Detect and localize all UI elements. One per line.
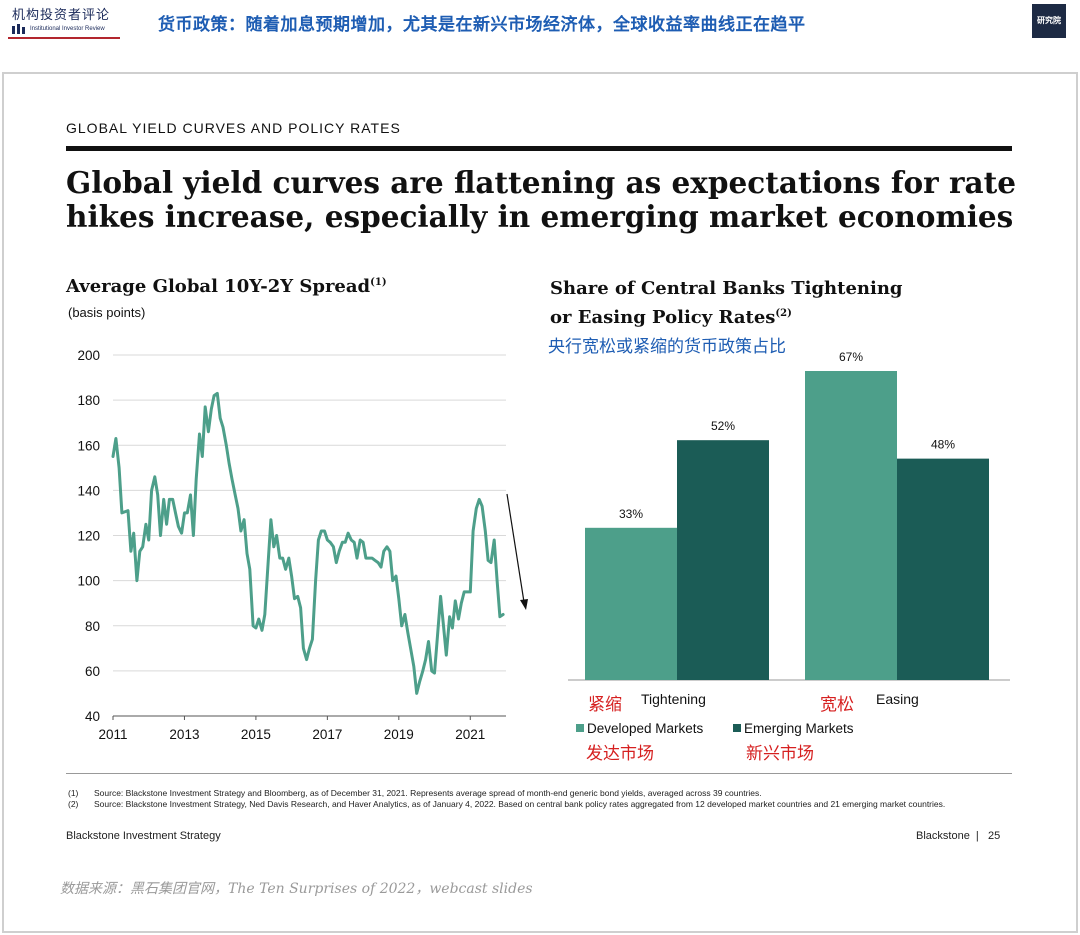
y-tick-label-40: 40 [85, 709, 100, 724]
bar-value-label-tightening-developed-markets: 33% [619, 507, 643, 521]
corner-logo-text: 研究院 [1037, 16, 1061, 25]
legend-emerging-markets: Emerging Markets [733, 721, 854, 739]
x-tick-label-2011: 2011 [98, 727, 127, 742]
footnote-1-text: Source: Blackstone Investment Strategy a… [94, 788, 762, 798]
trend-arrow-head [520, 599, 528, 610]
x-tick-label-2021: 2021 [455, 727, 485, 742]
bar-chart-title-line-1: Share of Central Banks Tightening [550, 278, 903, 299]
y-tick-label-100: 100 [77, 574, 100, 589]
footnote-rule [66, 773, 1012, 774]
section-rule [66, 146, 1012, 151]
emerging-markets-chinese-label: 新兴市场 [746, 744, 814, 764]
section-label: GLOBAL YIELD CURVES AND POLICY RATES [66, 120, 401, 136]
y-tick-label-160: 160 [77, 438, 100, 453]
logo-chinese-text: 机构投资者评论 [12, 8, 111, 23]
chinese-headline: 货币政策：随着加息预期增加，尤其是在新兴市场经济体，全球收益率曲线正在趋平 [158, 15, 806, 35]
easing-chinese-label: 宽松 [820, 695, 854, 715]
footer-right: Blackstone | 25 [916, 830, 1001, 842]
footnote-1: (1) Source: Blackstone Investment Strate… [68, 788, 1018, 799]
bar-value-label-easing-emerging-markets: 48% [931, 438, 955, 452]
line-chart-series [111, 391, 505, 695]
bar-tightening-developed-markets [585, 527, 677, 680]
legend-developed-label: Developed Markets [587, 721, 704, 736]
slide-title-line-1: Global yield curves are flattening as ex… [66, 165, 1017, 200]
logo-mark-icon [12, 24, 25, 34]
legend-emerging-label: Emerging Markets [744, 721, 854, 736]
line-chart-title: Average Global 10Y-2Y Spread(1) [66, 276, 387, 297]
data-source-note: 数据来源：黑石集团官网，The Ten Surprises of 2022，we… [60, 881, 533, 897]
y-tick-label-80: 80 [85, 619, 100, 634]
line-chart-title-text: Average Global 10Y-2Y Spread [66, 276, 371, 297]
y-tick-label-140: 140 [77, 483, 100, 498]
top-header: 机构投资者评论 Institutional Investor Review 货币… [0, 0, 1080, 44]
footnote-2-number: (2) [68, 799, 79, 809]
bar-chart-bars: 33% 52% 67% 48% [568, 350, 1010, 681]
logo-underline [8, 37, 120, 39]
bar-chart-title-note: (2) [775, 308, 792, 319]
slide-title-line-2: hikes increase, especially in emerging m… [66, 199, 1014, 234]
research-institute-logo: 研究院 [1032, 4, 1066, 38]
trend-arrow-shaft [506, 493, 525, 603]
slide-title: Global yield curves are flattening as ex… [66, 166, 1026, 234]
spread-series-line [111, 391, 505, 695]
x-tick-label-2013: 2013 [169, 727, 199, 742]
tightening-category-label: Tightening [641, 691, 706, 707]
developed-markets-chinese-label: 发达市场 [586, 744, 654, 764]
line-chart-title-note: (1) [370, 277, 387, 288]
bar-easing-developed-markets [805, 371, 897, 680]
tightening-chinese-label: 紧缩 [588, 695, 622, 715]
footer-left: Blackstone Investment Strategy [66, 830, 221, 842]
x-tick-label-2019: 2019 [384, 727, 414, 742]
y-tick-label-200: 200 [77, 348, 100, 363]
y-tick-label-180: 180 [77, 393, 100, 408]
x-tick-label-2017: 2017 [312, 727, 342, 742]
trend-arrow [506, 493, 528, 610]
bar-chart-chinese-title: 央行宽松或紧缩的货币政策占比 [548, 337, 786, 357]
institutional-investor-logo: 机构投资者评论 Institutional Investor Review [8, 2, 120, 42]
footnote-2-text: Source: Blackstone Investment Strategy, … [94, 799, 946, 809]
footnote-1-number: (1) [68, 788, 79, 798]
legend-developed-markets: Developed Markets [576, 721, 703, 739]
x-tick-label-2015: 2015 [241, 727, 271, 742]
bar-tightening-emerging-markets [677, 440, 769, 680]
footnotes: (1) Source: Blackstone Investment Strate… [68, 788, 1018, 810]
y-tick-label-120: 120 [77, 529, 100, 544]
easing-category-label: Easing [876, 691, 919, 707]
legend-swatch-emerging [733, 724, 741, 732]
legend-swatch-developed [576, 724, 584, 732]
bar-value-label-tightening-emerging-markets: 52% [711, 419, 735, 433]
bar-chart-title-line-2: or Easing Policy Rates(2) [550, 301, 903, 330]
logo-english-text: Institutional Investor Review [30, 26, 105, 32]
line-chart-tick-labels: 40 60 80 100 120 140 160 180 200 2011 2013 2015 2017… [77, 348, 485, 742]
bar-easing-emerging-markets [897, 458, 989, 680]
line-chart-unit: (basis points) [68, 305, 146, 320]
y-tick-label-60: 60 [85, 664, 100, 679]
bar-chart-title-line-2-text: or Easing Policy Rates [550, 307, 776, 328]
line-chart-gridlines [112, 354, 506, 720]
bar-value-label-easing-developed-markets: 67% [839, 350, 863, 364]
footnote-2: (2) Source: Blackstone Investment Strate… [68, 799, 1018, 810]
bar-chart-title: Share of Central Banks Tightening or Eas… [550, 276, 903, 330]
